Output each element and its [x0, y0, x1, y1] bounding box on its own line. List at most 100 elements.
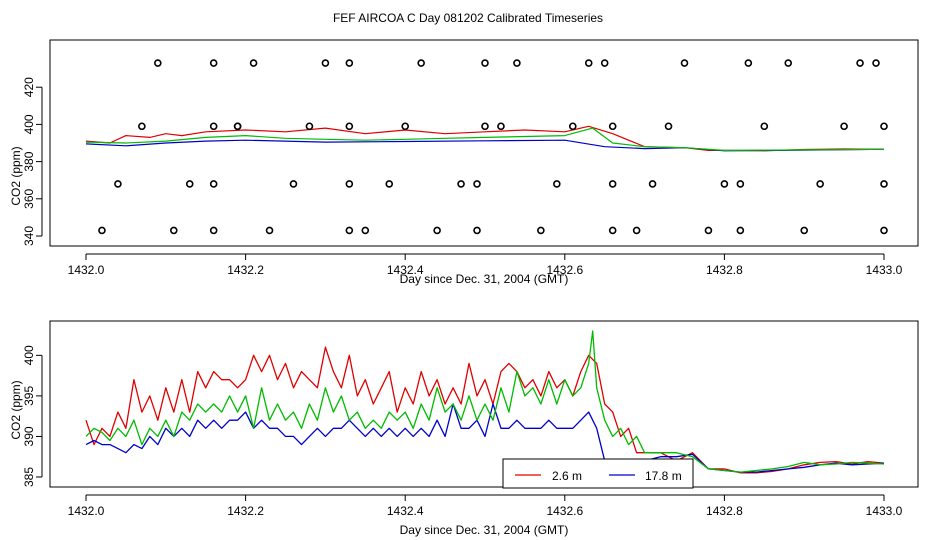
calibration-point [816, 180, 824, 188]
calibration-point [209, 180, 218, 188]
calibration-point [880, 122, 888, 131]
calibration-point [513, 59, 521, 67]
calibration-point [680, 59, 689, 67]
calibration-point [760, 122, 769, 131]
legend-box [502, 458, 694, 489]
bottom-axes: 1432.0 1432.2 1432.4 1432.6 1432.8 1433.0 385 3… [22, 345, 903, 518]
bottom-panel: CO2 (ppm) Day since Dec. 31, 2004 (GMT) … [9, 320, 919, 537]
calibration-point [784, 59, 793, 67]
calibration-point [720, 180, 729, 188]
calibration-point [345, 122, 354, 131]
calibration-point [880, 226, 888, 235]
series-line-green [85, 330, 885, 473]
calibration-point [345, 59, 354, 67]
calibration-point [736, 226, 745, 235]
calibration-point [473, 226, 481, 235]
calibration-point [704, 226, 713, 235]
bottom-series [85, 330, 885, 474]
calibration-point [209, 226, 218, 235]
series-line-17.8m [85, 139, 885, 152]
legend-label-17.8m: 17.8 m [645, 469, 682, 483]
top-ylabel: CO2 (ppm) [9, 146, 23, 205]
calibration-point [385, 180, 394, 188]
calibration-point [305, 122, 314, 131]
calibration-point [481, 122, 489, 131]
y-tick-label: 340 [22, 226, 36, 246]
calibration-point [265, 226, 274, 235]
calibration-point [568, 122, 577, 131]
calibration-point [98, 226, 106, 235]
calibration-point [744, 59, 753, 67]
calibration-point [608, 122, 617, 131]
x-tick-label: 1432.2 [227, 263, 264, 277]
calibration-point [664, 122, 673, 131]
x-tick-label: 1432.2 [227, 504, 264, 518]
calibration-point [600, 59, 609, 67]
calibration-point [497, 122, 505, 131]
calibration-point [209, 122, 218, 131]
top-panel: CO2 (ppm) Day since Dec. 31, 2004 (GMT) … [9, 39, 919, 286]
calibration-point [249, 59, 258, 67]
x-tick-label: 1432.0 [68, 504, 105, 518]
series-line-green [85, 127, 885, 151]
top-plot-frame [49, 39, 919, 247]
calibration-point [185, 180, 194, 188]
calibration-point [473, 180, 481, 188]
x-tick-label: 1432.0 [68, 263, 105, 277]
calibration-point [608, 180, 617, 188]
calibration-point [553, 180, 561, 188]
calibration-point [457, 180, 465, 188]
top-series [85, 125, 885, 152]
calibration-point [169, 226, 178, 235]
calibration-point [648, 180, 657, 188]
calibration-point [289, 180, 298, 188]
calibration-point [481, 59, 489, 67]
bottom-xlabel: Day since Dec. 31, 2004 (GMT) [400, 523, 569, 537]
figure-title: FEF AIRCOA C Day 081202 Calibrated Times… [333, 11, 603, 25]
legend-label-2.6m: 2.6 m [552, 469, 582, 483]
top-xlabel: Day since Dec. 31, 2004 (GMT) [400, 272, 569, 286]
x-tick-label: 1432.4 [387, 504, 424, 518]
y-tick-label: 395 [22, 386, 36, 406]
calibration-point [856, 59, 864, 67]
x-tick-label: 1432.6 [546, 504, 583, 518]
calibration-point [233, 122, 242, 131]
y-tick-label: 420 [22, 77, 36, 97]
bottom-ylabel: CO2 (ppm) [9, 380, 23, 439]
calibration-point [417, 59, 425, 67]
calibration-point [800, 226, 809, 235]
calibration-point [632, 226, 641, 235]
calibration-point [880, 180, 888, 188]
y-tick-label: 380 [22, 151, 36, 171]
calibration-point [114, 180, 122, 188]
series-line-17.8m [85, 403, 885, 473]
calibration-point [321, 59, 330, 67]
calibration-point [361, 226, 370, 235]
calibration-point [209, 59, 218, 67]
legend: 2.6 m 17.8 m [502, 458, 694, 489]
calibration-point [840, 122, 848, 131]
calibration-point [608, 226, 617, 235]
y-tick-label: 400 [22, 345, 36, 365]
x-tick-label: 1433.0 [866, 263, 903, 277]
y-tick-label: 390 [22, 426, 36, 446]
calibration-point [537, 226, 545, 235]
bottom-plot-frame [49, 320, 919, 488]
y-tick-label: 385 [22, 467, 36, 487]
calibration-point [345, 226, 354, 235]
calibration-point [584, 59, 593, 67]
calibration-point [872, 59, 880, 67]
top-calibration-points [98, 59, 888, 235]
y-tick-label: 400 [22, 114, 36, 134]
calibration-point [433, 226, 441, 235]
calibration-point [345, 180, 354, 188]
x-tick-label: 1432.4 [387, 263, 424, 277]
x-tick-label: 1432.8 [706, 504, 743, 518]
series-line-2.6m [85, 346, 885, 474]
x-tick-label: 1432.8 [706, 263, 743, 277]
calibration-point [736, 180, 745, 188]
x-tick-label: 1432.6 [546, 263, 583, 277]
calibration-point [138, 122, 146, 131]
